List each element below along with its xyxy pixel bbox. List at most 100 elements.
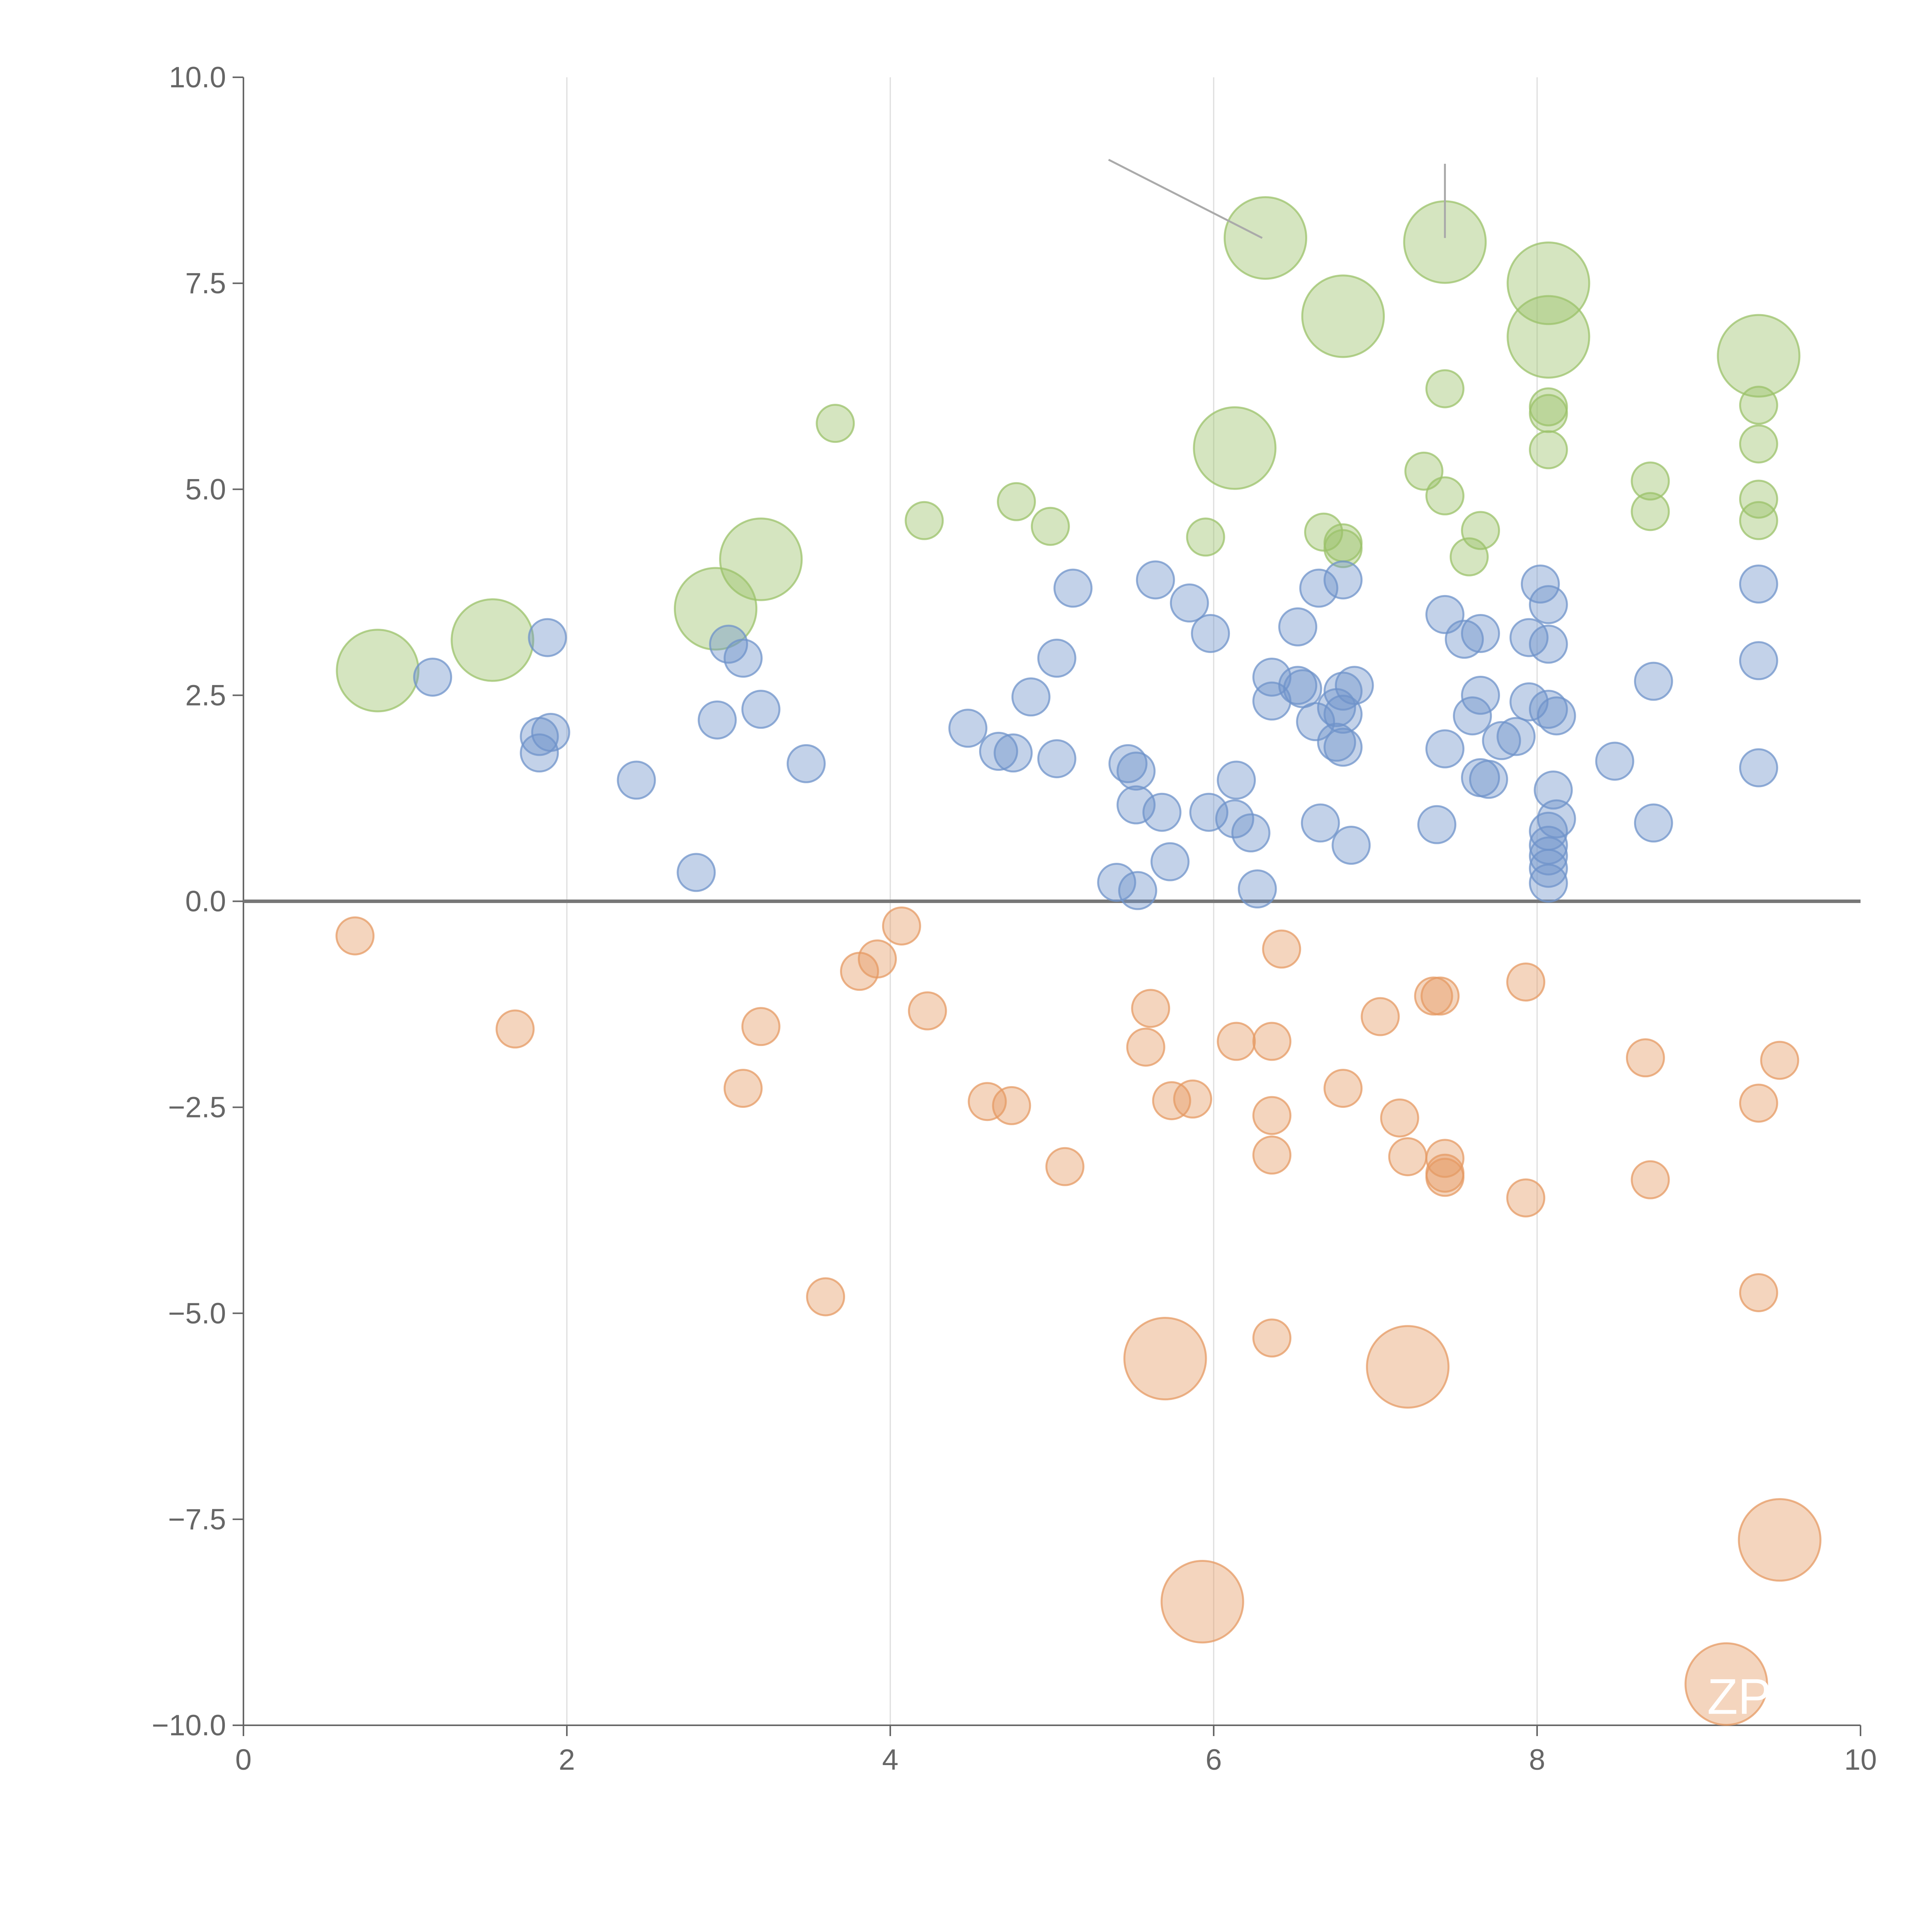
green-bubble-point [1323, 529, 1363, 568]
blue-bubble-point [1534, 770, 1573, 810]
green-bubble-point [1631, 461, 1670, 501]
green-bubble-point [1193, 406, 1277, 490]
y-tick-label: −7.5 [168, 1503, 226, 1536]
blue-bubble-point [1191, 614, 1230, 653]
green-bubble-point [1425, 369, 1464, 408]
blue-bubble-point [1150, 842, 1190, 881]
green-bubble-point [1031, 507, 1070, 546]
orange-bubble-point [1420, 976, 1460, 1016]
y-tick-label: 5.0 [185, 473, 226, 506]
y-tick-label: −10.0 [152, 1709, 226, 1742]
blue-bubble-point [1142, 793, 1182, 832]
blue-bubble-point [1529, 624, 1568, 664]
blue-bubble-point [1529, 690, 1568, 729]
blue-bubble-point [1053, 568, 1093, 608]
green-bubble-point [673, 567, 758, 651]
points-layer [335, 196, 1821, 1726]
green-bubble-point [1717, 314, 1801, 398]
blue-bubble-point [1739, 641, 1778, 680]
blue-bubble-point [1417, 805, 1457, 844]
blue-bubble-point [786, 744, 826, 783]
blue-bubble-point [1011, 677, 1051, 717]
blue-bubble-point [1238, 869, 1277, 909]
orange-bubble-point [1252, 1096, 1292, 1135]
green-bubble-point [1304, 512, 1344, 552]
blue-bubble-point [1037, 739, 1077, 779]
blue-bubble-point [741, 690, 781, 729]
blue-bubble-point [1296, 702, 1335, 742]
blue-bubble-point [1634, 662, 1673, 701]
blue-bubble-point [1301, 803, 1340, 843]
orange-bubble-point [1739, 1083, 1778, 1123]
blue-bubble-point [1634, 803, 1673, 843]
green-bubble-point [1507, 295, 1590, 379]
blue-bubble-point [1445, 619, 1484, 659]
green-bubble-point [1739, 480, 1778, 519]
green-bubble-point [1449, 537, 1489, 577]
green-bubble-point [1631, 492, 1670, 531]
orange-bubble-point [1506, 1178, 1546, 1218]
annotation-leader-line [1108, 159, 1263, 239]
green-bubble-point [997, 482, 1036, 521]
blue-bubble-point [1323, 728, 1363, 767]
blue-bubble-point [1461, 614, 1500, 653]
green-bubble-point [1461, 511, 1500, 550]
blue-bubble-point [979, 731, 1018, 771]
orange-bubble-point [1160, 1560, 1244, 1644]
green-bubble-point [1301, 274, 1385, 358]
x-tick-label: 2 [559, 1743, 575, 1776]
orange-bubble-point [495, 1009, 535, 1049]
bubble-label: ZP [1707, 1668, 1771, 1725]
orange-bubble-point [1323, 1069, 1363, 1108]
orange-bubble-point [1626, 1038, 1665, 1078]
axes-layer: 10.0 7.5 5.0 2.5 0.0 −2.5 −5.0 −7.5 −10.0 0 2 4 6 8 10 [152, 61, 1877, 1776]
blue-bubble-point [1116, 785, 1156, 825]
blue-bubble-point [1482, 721, 1521, 760]
green-bubble-point [1739, 386, 1778, 425]
orange-bubble-point [806, 1277, 845, 1316]
orange-bubble-point [1380, 1098, 1419, 1138]
orange-bubble-point [1045, 1147, 1085, 1186]
y-tick-label: 7.5 [185, 267, 226, 300]
blue-bubble-point [709, 624, 748, 664]
orange-bubble-point [741, 1007, 781, 1046]
orange-bubble-point [908, 991, 947, 1031]
orange-bubble-point [1361, 997, 1400, 1036]
green-bubble-point [1186, 517, 1225, 557]
orange-bubble-point [1173, 1079, 1213, 1119]
orange-bubble-point [1425, 1158, 1464, 1197]
blue-bubble-point [948, 709, 988, 748]
orange-bubble-point [992, 1086, 1031, 1125]
orange-bubble-point [968, 1082, 1007, 1121]
blue-bubble-point [1529, 836, 1568, 876]
blue-bubble-point [1739, 748, 1778, 787]
blue-bubble-point [1537, 696, 1576, 736]
blue-bubble-point [617, 760, 656, 800]
orange-bubble-point [1123, 1316, 1207, 1401]
blue-bubble-point [1529, 849, 1568, 888]
orange-bubble-point [335, 916, 375, 956]
blue-bubble-point [677, 853, 716, 892]
blue-bubble-point [520, 733, 559, 773]
blue-bubble-point [993, 733, 1033, 773]
x-tick-label: 6 [1206, 1743, 1222, 1776]
blue-bubble-point [1461, 675, 1500, 715]
y-tick-label: 2.5 [185, 679, 226, 712]
blue-bubble-point [528, 618, 567, 657]
green-bubble-point [1223, 196, 1308, 280]
orange-bubble-point [1760, 1041, 1799, 1080]
y-tick-label: 10.0 [169, 61, 226, 94]
green-bubble-point [1507, 242, 1590, 325]
blue-bubble-point [1469, 760, 1508, 799]
blue-bubble-point [1136, 560, 1175, 600]
blue-bubble-point [1278, 607, 1318, 646]
orange-bubble-point [1684, 1642, 1768, 1726]
green-bubble-point [1739, 424, 1778, 464]
blue-bubble-point [1317, 688, 1356, 727]
blue-bubble-point [1425, 729, 1464, 769]
orange-bubble-point [1126, 1027, 1165, 1067]
blue-bubble-point [1217, 760, 1256, 800]
blue-bubble-point [1453, 696, 1492, 736]
